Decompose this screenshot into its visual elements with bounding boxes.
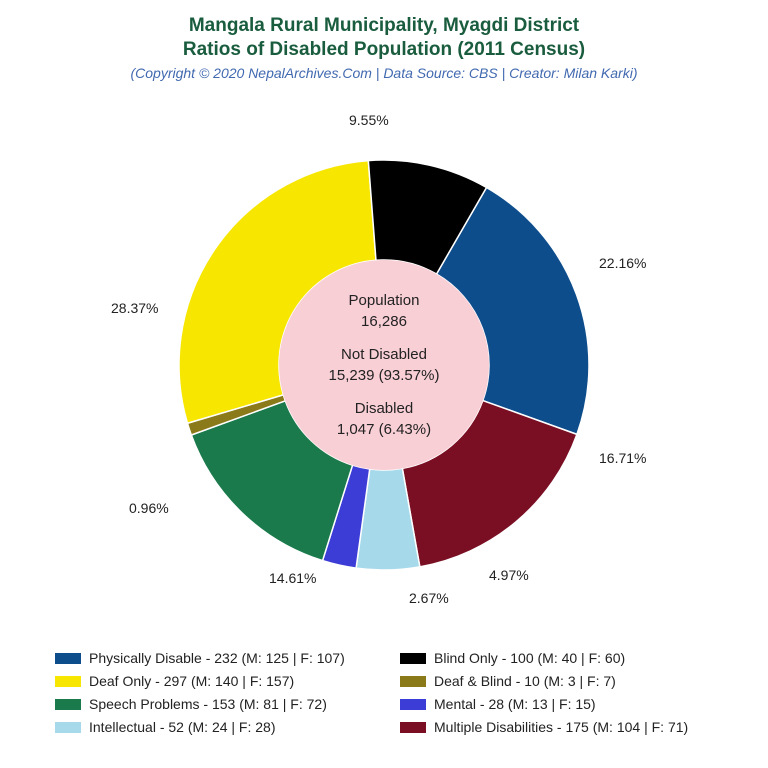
- slice-label-blind: 9.55%: [349, 112, 389, 128]
- legend-text: Intellectual - 52 (M: 24 | F: 28): [89, 719, 276, 735]
- subtitle: (Copyright © 2020 NepalArchives.Com | Da…: [0, 65, 768, 81]
- slice-label-speech: 14.61%: [269, 570, 316, 586]
- slice-label-deafblind: 0.96%: [129, 500, 169, 516]
- legend-item: Multiple Disabilities - 175 (M: 104 | F:…: [400, 719, 735, 735]
- center-pop-label: Population: [329, 290, 440, 311]
- slice-label-multiple: 16.71%: [599, 450, 646, 466]
- legend-item: Mental - 28 (M: 13 | F: 15): [400, 696, 735, 712]
- slice-label-deaf: 28.37%: [111, 300, 158, 316]
- legend-text: Blind Only - 100 (M: 40 | F: 60): [434, 650, 625, 666]
- legend-text: Physically Disable - 232 (M: 125 | F: 10…: [89, 650, 345, 666]
- legend-item: Speech Problems - 153 (M: 81 | F: 72): [55, 696, 390, 712]
- donut-chart: Population 16,286 Not Disabled 15,239 (9…: [119, 100, 649, 630]
- slice-label-physically: 22.16%: [599, 255, 646, 271]
- legend-text: Deaf & Blind - 10 (M: 3 | F: 7): [434, 673, 616, 689]
- slice-label-intellectual: 4.97%: [489, 567, 529, 583]
- title-block: Mangala Rural Municipality, Myagdi Distr…: [0, 0, 768, 81]
- legend-item: Intellectual - 52 (M: 24 | F: 28): [55, 719, 390, 735]
- legend: Physically Disable - 232 (M: 125 | F: 10…: [55, 650, 735, 735]
- title-line-1: Mangala Rural Municipality, Myagdi Distr…: [0, 15, 768, 37]
- center-disabled-value: 1,047 (6.43%): [329, 419, 440, 440]
- legend-swatch: [400, 722, 426, 733]
- chart-container: Mangala Rural Municipality, Myagdi Distr…: [0, 0, 768, 768]
- legend-text: Deaf Only - 297 (M: 140 | F: 157): [89, 673, 294, 689]
- legend-swatch: [400, 699, 426, 710]
- center-pop-value: 16,286: [329, 311, 440, 332]
- legend-text: Speech Problems - 153 (M: 81 | F: 72): [89, 696, 327, 712]
- legend-swatch: [55, 722, 81, 733]
- legend-item: Deaf & Blind - 10 (M: 3 | F: 7): [400, 673, 735, 689]
- center-notdisabled-label: Not Disabled: [329, 344, 440, 365]
- legend-text: Mental - 28 (M: 13 | F: 15): [434, 696, 596, 712]
- title-line-2: Ratios of Disabled Population (2011 Cens…: [0, 39, 768, 61]
- legend-text: Multiple Disabilities - 175 (M: 104 | F:…: [434, 719, 688, 735]
- center-disabled-label: Disabled: [329, 398, 440, 419]
- legend-swatch: [400, 653, 426, 664]
- center-text: Population 16,286 Not Disabled 15,239 (9…: [329, 290, 440, 440]
- legend-swatch: [55, 653, 81, 664]
- center-notdisabled-value: 15,239 (93.57%): [329, 365, 440, 386]
- legend-item: Deaf Only - 297 (M: 140 | F: 157): [55, 673, 390, 689]
- legend-swatch: [55, 676, 81, 687]
- legend-swatch: [55, 699, 81, 710]
- legend-swatch: [400, 676, 426, 687]
- legend-item: Blind Only - 100 (M: 40 | F: 60): [400, 650, 735, 666]
- legend-item: Physically Disable - 232 (M: 125 | F: 10…: [55, 650, 390, 666]
- slice-label-mental: 2.67%: [409, 590, 449, 606]
